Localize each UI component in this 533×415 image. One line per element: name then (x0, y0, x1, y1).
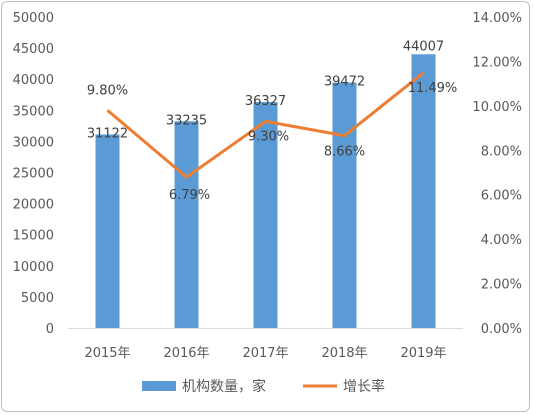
bar (332, 82, 357, 328)
left-tick-label: 0 (46, 322, 54, 337)
bar (95, 134, 120, 328)
rate-value-label: 6.79% (169, 188, 210, 203)
bar-value-label: 31122 (87, 126, 128, 141)
bar-value-label: 36327 (245, 94, 286, 109)
bar-value-label: 44007 (403, 39, 444, 54)
bar (253, 102, 278, 329)
left-tick-label: 20000 (13, 198, 54, 213)
right-tick-label: 4.00% (481, 233, 522, 248)
rate-value-label: 11.49% (408, 81, 458, 96)
bar-data-labels: 31122 33235 36327 39472 44007 (87, 39, 444, 141)
bar-series (95, 54, 436, 329)
right-tick-label: 12.00% (472, 55, 522, 70)
left-tick-label: 40000 (13, 73, 54, 88)
category-label: 2017年 (242, 346, 288, 361)
bar-value-label: 39472 (324, 74, 365, 89)
legend-bar-label: 机构数量，家 (182, 378, 266, 395)
rate-value-label: 9.30% (248, 129, 289, 144)
category-label: 2019年 (400, 346, 446, 361)
x-axis: 2015年 2016年 2017年 2018年 2019年 (84, 346, 446, 361)
legend-line-label: 增长率 (343, 378, 385, 395)
bar (411, 54, 436, 328)
bar-value-label: 33235 (166, 113, 207, 128)
left-tick-label: 50000 (13, 11, 54, 26)
left-axis: 0 5000 10000 15000 20000 25000 30000 35000 40000… (13, 11, 54, 337)
right-tick-label: 2.00% (481, 278, 522, 293)
right-axis: 0.00% 2.00% 4.00% 6.00% 8.00% 10.00% 12.00% 14.… (472, 11, 522, 337)
rate-value-label: 8.66% (324, 145, 365, 160)
left-tick-label: 10000 (13, 260, 54, 275)
legend-bar-swatch (142, 381, 176, 391)
right-tick-label: 14.00% (472, 11, 522, 26)
right-tick-label: 8.00% (481, 144, 522, 159)
bar (174, 121, 199, 329)
left-tick-label: 35000 (13, 104, 54, 119)
right-tick-label: 0.00% (481, 322, 522, 337)
legend: 机构数量，家 增长率 (142, 378, 385, 395)
left-tick-label: 25000 (13, 167, 54, 182)
left-tick-label: 5000 (21, 291, 54, 306)
right-tick-label: 10.00% (472, 100, 522, 115)
growth-rate-line (106, 71, 425, 179)
left-tick-label: 30000 (13, 135, 54, 150)
left-tick-label: 45000 (13, 42, 54, 57)
category-label: 2016年 (163, 346, 209, 361)
rate-data-labels: 9.80% 6.79% 9.30% 8.66% 11.49% (87, 81, 457, 203)
category-label: 2018年 (321, 346, 367, 361)
rate-value-label: 9.80% (87, 83, 128, 98)
left-tick-label: 15000 (13, 229, 54, 244)
category-label: 2015年 (84, 346, 130, 361)
right-tick-label: 6.00% (481, 189, 522, 204)
